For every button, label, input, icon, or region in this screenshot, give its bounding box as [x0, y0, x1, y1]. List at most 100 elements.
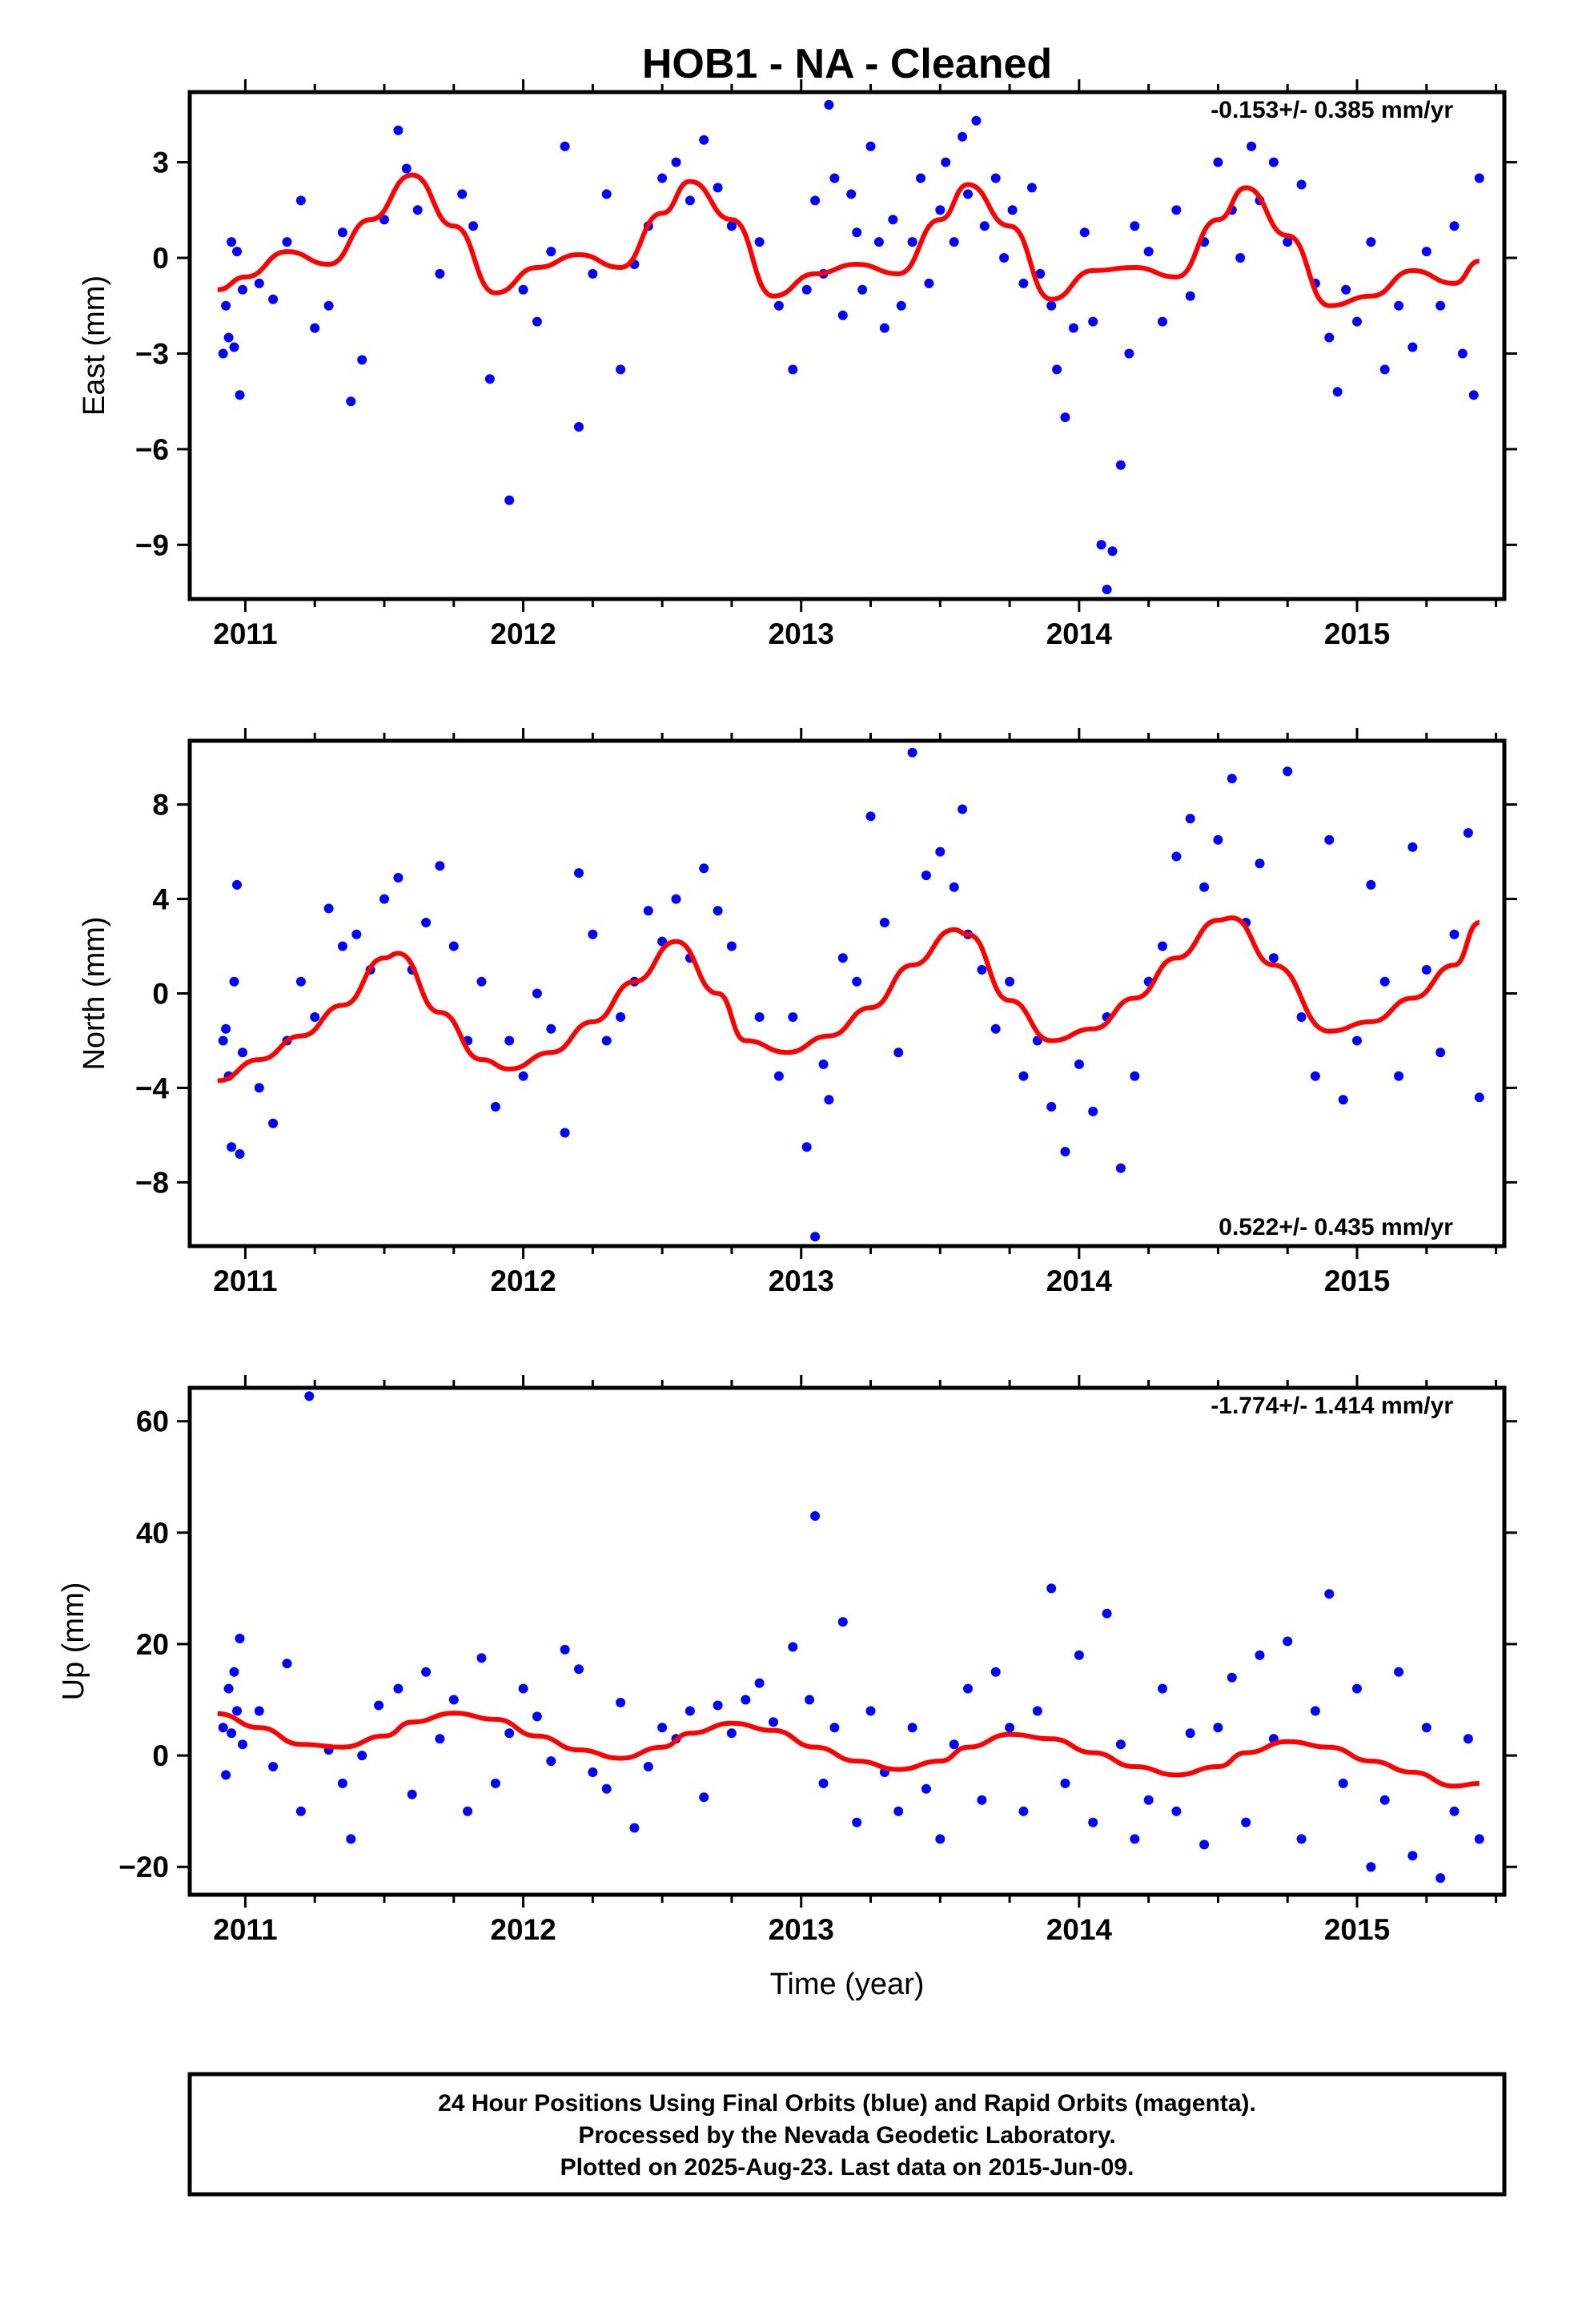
data-point — [741, 1695, 751, 1705]
data-point — [588, 268, 598, 279]
data-point — [1074, 1059, 1084, 1069]
data-point — [574, 422, 584, 432]
data-point — [588, 929, 598, 939]
data-point — [1296, 179, 1307, 190]
data-point — [1435, 1873, 1446, 1884]
data-point — [852, 1817, 862, 1827]
data-point — [421, 918, 432, 927]
data-point — [846, 189, 857, 199]
data-point — [671, 894, 681, 904]
data-point — [1158, 316, 1167, 327]
data-point — [921, 870, 931, 881]
data-point — [1130, 1071, 1140, 1081]
x-tick-label: 2014 — [1046, 1265, 1113, 1297]
data-point — [824, 1095, 834, 1105]
data-point — [1185, 291, 1195, 301]
data-point — [457, 189, 468, 199]
data-point — [769, 1717, 778, 1727]
data-point — [229, 1667, 239, 1677]
fit-line-east — [217, 172, 1480, 308]
data-point — [337, 941, 347, 951]
data-point — [1394, 300, 1404, 311]
data-point — [1035, 268, 1046, 279]
data-point — [232, 1706, 242, 1716]
data-point — [546, 247, 556, 257]
data-point — [1102, 1608, 1112, 1618]
data-point — [1352, 1035, 1362, 1046]
data-point — [629, 1823, 640, 1833]
y-tick-label: 40 — [136, 1517, 169, 1550]
data-point — [393, 873, 404, 883]
data-point — [268, 294, 279, 304]
data-point — [238, 1047, 247, 1058]
data-point — [824, 99, 834, 110]
data-point — [1185, 814, 1195, 824]
data-point — [546, 1023, 556, 1034]
data-point — [754, 1012, 765, 1022]
data-point — [1296, 1012, 1307, 1022]
rate-annotation-north: 0.522+/- 0.435 mm/yr — [1219, 1214, 1453, 1240]
data-point — [393, 1683, 404, 1694]
data-point — [699, 1792, 709, 1803]
data-point — [218, 1723, 228, 1733]
data-point — [532, 988, 542, 999]
data-points-east — [218, 99, 1484, 595]
x-tick-label: 2015 — [1324, 617, 1390, 650]
data-point — [837, 1617, 848, 1627]
data-point — [1046, 1583, 1057, 1594]
data-point — [229, 342, 239, 352]
data-point — [924, 278, 934, 288]
data-point — [810, 195, 821, 206]
data-point — [1143, 247, 1154, 257]
data-point — [235, 390, 245, 400]
data-point — [1171, 205, 1182, 215]
data-point — [616, 1012, 626, 1022]
data-point — [546, 1756, 556, 1767]
data-point — [1088, 1106, 1098, 1116]
data-point — [1463, 1734, 1473, 1744]
data-point — [435, 268, 445, 279]
data-point — [221, 1770, 231, 1780]
y-axis-label-east: East (mm) — [78, 275, 111, 416]
data-point — [221, 300, 231, 311]
data-point — [907, 1723, 917, 1733]
data-point — [379, 894, 389, 904]
data-point — [1366, 237, 1376, 247]
data-point — [1005, 976, 1015, 987]
data-point — [685, 1706, 695, 1716]
data-point — [346, 1834, 356, 1844]
data-point — [232, 879, 242, 890]
data-point — [1213, 157, 1223, 167]
data-point — [896, 300, 906, 311]
data-point — [1255, 1650, 1265, 1660]
data-point — [468, 221, 479, 231]
data-point — [574, 868, 584, 879]
x-tick-label: 2014 — [1046, 617, 1113, 650]
y-tick-label: 8 — [152, 789, 169, 822]
footer-line-2: Processed by the Nevada Geodetic Laborat… — [578, 2122, 1115, 2149]
data-point — [1102, 585, 1112, 595]
data-point — [1235, 253, 1246, 263]
data-point — [857, 284, 868, 295]
data-point — [1213, 1723, 1223, 1733]
data-point — [788, 364, 798, 375]
data-point — [310, 323, 320, 333]
data-point — [1324, 1589, 1335, 1599]
data-point — [1115, 1739, 1126, 1750]
x-tick-label: 2011 — [213, 617, 277, 650]
data-point — [1185, 1728, 1195, 1739]
x-tick-label: 2012 — [490, 1265, 556, 1297]
data-point — [907, 747, 917, 758]
data-point — [223, 1683, 234, 1694]
data-point — [879, 323, 889, 333]
data-point — [223, 332, 234, 343]
data-point — [888, 215, 898, 225]
data-point — [232, 247, 242, 257]
fit-line-up — [217, 1711, 1480, 1789]
y-tick-label: 0 — [152, 242, 169, 275]
data-point — [490, 1102, 500, 1112]
data-point — [1338, 1778, 1348, 1788]
data-point — [1130, 1834, 1140, 1844]
data-point — [1171, 851, 1182, 862]
